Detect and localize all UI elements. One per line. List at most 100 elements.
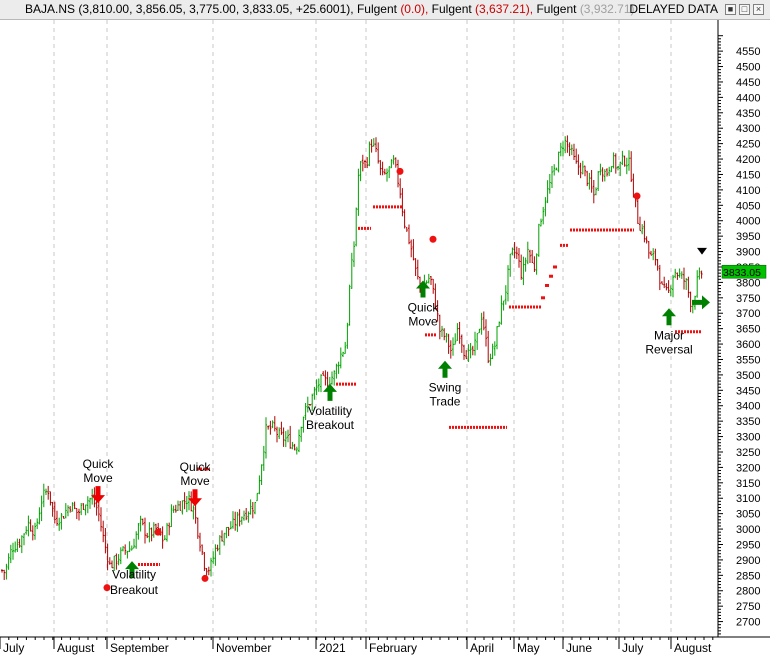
cursor-marker-icon [697,247,707,255]
signal-label: Move [83,471,113,485]
y-tick-label: 3550 [736,354,760,366]
signal-dot [201,574,209,582]
maximize-icon: □ [741,4,748,14]
y-tick-label: 4000 [736,216,760,228]
y-tick-label: 4500 [736,62,760,74]
y-tick-label: 3450 [736,385,760,397]
y-tick-label: 3250 [736,447,760,459]
x-tick-label: July [3,641,24,655]
y-tick-label: 4250 [736,139,760,151]
x-tick-label: February [369,641,417,655]
signal-label: Move [408,315,438,329]
x-tick-label: July [622,641,643,655]
buy-arrow-icon [323,383,337,401]
maximize-button[interactable]: □ [739,4,750,15]
signal-dot [396,167,404,175]
y-tick-label: 3700 [736,308,760,320]
signal-label: Volatility [112,567,156,581]
signal-dot [103,584,111,592]
signal-label: Breakout [306,418,355,432]
x-tick-label: June [566,641,592,655]
sell-arrow-icon [91,486,105,504]
indicator-1-value: (0.0), [400,2,429,16]
stop-ramp-dot [553,265,557,269]
symbol-label: BAJA.NS [25,2,76,16]
signal-label: Trade [430,395,461,409]
y-tick-label: 4050 [736,200,760,212]
indicator-3-name: Fulgent [536,2,577,16]
indicator-2-name: Fulgent [431,2,472,16]
y-tick-label: 3900 [736,247,760,259]
indicator-1-name: Fulgent [356,2,397,16]
y-tick-label: 3400 [736,401,760,413]
y-tick-label: 4300 [736,123,760,135]
buy-arrow-icon [438,360,452,378]
exit-arrow-icon [692,295,710,310]
y-tick-label: 4200 [736,154,760,166]
y-tick-label: 4550 [736,46,760,58]
signal-label: Quick [83,457,115,471]
y-tick-label: 2950 [736,539,760,551]
signal-label: Reversal [645,342,692,356]
stop-ramp-dot [545,283,549,287]
y-tick-label: 3500 [736,370,760,382]
y-tick-label: 4350 [736,108,760,120]
y-tick-label: 3000 [736,524,760,536]
y-tick-label: 3650 [736,324,760,336]
last-price-tag [721,264,767,279]
close-icon: × [755,4,762,14]
delayed-data-label: DELAYED DATA [629,2,718,16]
y-tick-label: 3150 [736,478,760,490]
y-tick-label: 3800 [736,277,760,289]
indicator-3-value: (3,932.71) [579,2,635,16]
x-tick-label: August [57,641,95,655]
signal-label: Quick [180,460,212,474]
y-tick-label: 2800 [736,586,760,598]
y-tick-label: 3100 [736,493,760,505]
chart-title-bar: BAJA.NS (3,810.00, 3,856.05, 3,775.00, 3… [0,0,770,20]
stop-ramp-dot [541,296,545,300]
minimize-button[interactable]: ■ [725,4,736,15]
signal-label: Quick [408,301,440,315]
y-tick-label: 4150 [736,169,760,181]
price-chart[interactable]: QuickMoveQuickMoveVolatilityBreakoutQuic… [0,20,770,656]
y-tick-label: 4450 [736,77,760,89]
y-tick-label: 3200 [736,462,760,474]
signal-dot [429,235,437,243]
y-tick-label: 3300 [736,432,760,444]
minimize-icon: ■ [727,4,734,14]
stop-ramp-dot [549,274,553,278]
last-price-label: 3833.05 [723,267,761,279]
buy-arrow-icon [125,561,139,579]
y-tick-label: 3600 [736,339,760,351]
y-tick-label: 3350 [736,416,760,428]
buy-arrow-icon [662,308,676,326]
signal-label: Major [654,328,684,342]
y-tick-label: 3750 [736,293,760,305]
signal-label: Swing [429,381,462,395]
signal-dot [633,192,641,200]
y-tick-label: 3050 [736,509,760,521]
x-tick-label: August [674,641,712,655]
y-tick-label: 2850 [736,570,760,582]
y-tick-label: 3950 [736,231,760,243]
y-tick-label: 2900 [736,555,760,567]
signal-label: Volatility [308,404,352,418]
x-tick-label: November [216,641,271,655]
x-tick-label: May [517,641,540,655]
ohlc-readout: (3,810.00, 3,856.05, 3,775.00, 3,833.05,… [78,2,354,16]
buy-arrow-icon [416,280,430,298]
y-tick-label: 4400 [736,92,760,104]
x-tick-label: 2021 [319,641,346,655]
sell-arrow-icon [188,489,202,507]
signal-label: Breakout [110,583,159,597]
signal-dot [154,528,162,536]
x-tick-label: April [470,641,494,655]
close-button[interactable]: × [753,4,764,15]
header-readout: BAJA.NS (3,810.00, 3,856.05, 3,775.00, 3… [25,0,635,19]
y-tick-label: 4100 [736,185,760,197]
y-tick-label: 2750 [736,601,760,613]
y-tick-label: 2700 [736,617,760,629]
signal-label: Move [180,474,210,488]
